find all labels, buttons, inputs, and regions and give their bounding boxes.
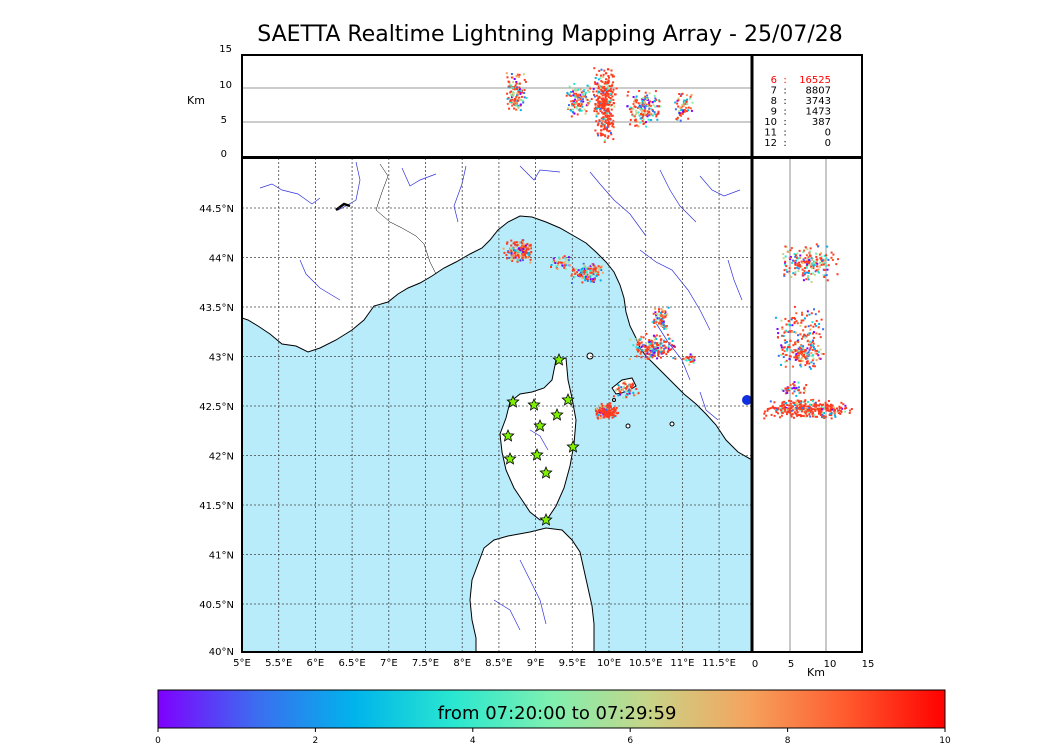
side-tick: 5 [788,659,794,670]
side-axis-label: Km [807,666,825,679]
lon-tick-label: 5.5°E [265,658,292,669]
side-tick: 15 [862,659,875,670]
station-markers [501,352,580,526]
lon-tick-label: 9.5°E [559,658,586,669]
lat-tick-label: 40°N [209,647,234,658]
lon-tick-label: 10.5°E [629,658,663,669]
colorbar-tick-label: 10 [939,736,951,746]
alt-tick: 0 [221,149,227,160]
station-count-value: 8807 [806,86,831,97]
alt-tick: 10 [219,80,232,91]
colorbar-tick-label: 4 [470,736,476,746]
lon-tick-label: 5°E [233,658,251,669]
lon-tick-label: 7.5°E [412,658,439,669]
side-tick: 0 [752,659,758,670]
rivers [259,161,743,631]
colorbar-tick-label: 0 [155,736,161,746]
colorbar-tick-label: 6 [627,736,633,746]
lat-tick-label: 44°N [209,254,234,265]
station-count-value: 1473 [806,107,831,118]
station-count-n: 8 [771,96,777,107]
side-altitude-panel: 0 5 10 15 Km [750,157,875,679]
lon-tick-label: 9°E [527,658,545,669]
scatter-point [742,395,752,405]
station-count-n: 9 [771,107,777,118]
altitude-scatter [505,67,694,143]
station-star-icon [503,451,517,465]
mainland-land [242,158,752,461]
lat-tick-label: 42°N [209,452,234,463]
station-count-n: 7 [771,86,777,97]
side-scatter [763,243,853,420]
station-count-value: 0 [825,138,831,149]
station-count-n: 10 [764,117,777,128]
sardinia-island [469,527,595,652]
station-star-icon [539,512,553,526]
time-colorbar: from 07:20:00 to 07:29:59 0 2 4 6 8 10 [155,689,951,746]
lat-tick-label: 43°N [209,353,234,364]
station-count-table: 6: 16525 7: 8807 8: 3743 9: 1473 10: 387 11: 0 12: 0 [764,75,831,149]
station-star-icon [566,439,580,453]
lon-tick-label: 7°E [380,658,398,669]
station-star-icon [501,428,515,442]
colorbar-tick-label: 2 [313,736,319,746]
longitude-labels: 5°E 5.5°E 6°E 6.5°E 7°E 7.5°E 8°E 8.5°E 9°E 9.5°E… [233,658,736,669]
station-star-icon [561,392,575,406]
lat-tick-label: 44.5°N [199,204,234,215]
station-count-sep: : [783,128,786,139]
station-count-sep: : [783,86,786,97]
station-count-value: 387 [812,117,831,128]
lon-tick-label: 8°E [453,658,471,669]
colorbar-label: from 07:20:00 to 07:29:59 [438,703,677,724]
station-count-value: 3743 [806,96,831,107]
latitude-labels: 44.5°N 44°N 43.5°N 43°N 42.5°N 42°N 41.5°N 41°N… [199,204,234,658]
station-count-n: 11 [764,128,777,139]
station-count-sep: : [783,96,786,107]
altitude-panel: Km 15 10 5 0 6: 16525 7: 8807 8: 3743 9: 1473 10… [187,44,863,160]
station-star-icon [550,407,564,421]
altitude-axis-label: Km [187,94,205,107]
lat-tick-label: 41°N [209,551,234,562]
station-star-icon [539,465,553,479]
station-count-sep: : [783,138,786,149]
alt-tick: 15 [219,44,232,55]
lightning-scatter-map [502,239,696,420]
lat-tick-label: 43.5°N [199,303,234,314]
colorbar-tick-label: 8 [785,736,791,746]
corsica-island [499,357,577,521]
lon-tick-label: 11°E [670,658,694,669]
colorbar-ticks: 0 2 4 6 8 10 [155,728,951,746]
lat-tick-label: 42.5°N [199,402,234,413]
map-panel: 5°E 5.5°E 6°E 6.5°E 7°E 7.5°E 8°E 8.5°E 9°E 9.5°E… [199,157,753,669]
borders [375,163,437,275]
lon-tick-label: 6.5°E [338,658,365,669]
page-title: SAETTA Realtime Lightning Mapping Array … [257,22,843,47]
station-count-sep: : [783,75,786,86]
station-star-icon [533,418,547,432]
station-star-icon [530,447,544,461]
side-tick: 10 [824,659,837,670]
lon-tick-label: 11.5°E [702,658,736,669]
lon-tick-label: 6°E [307,658,325,669]
station-star-icon [506,394,520,408]
station-count-n: 6 [771,75,777,86]
colorbar-bar [157,689,946,729]
alt-tick: 5 [221,115,227,126]
station-count-value: 0 [825,128,831,139]
station-count-n: 12 [764,138,777,149]
station-star-icon [527,397,541,411]
lat-tick-label: 41.5°N [199,501,234,512]
map-graticule [242,158,752,652]
station-count-sep: : [783,117,786,128]
lon-tick-label: 8.5°E [485,658,512,669]
lon-tick-label: 10°E [597,658,621,669]
station-star-icon [552,352,566,366]
station-count-sep: : [783,107,786,118]
lat-tick-label: 40.5°N [199,600,234,611]
station-count-value: 16525 [799,75,831,86]
